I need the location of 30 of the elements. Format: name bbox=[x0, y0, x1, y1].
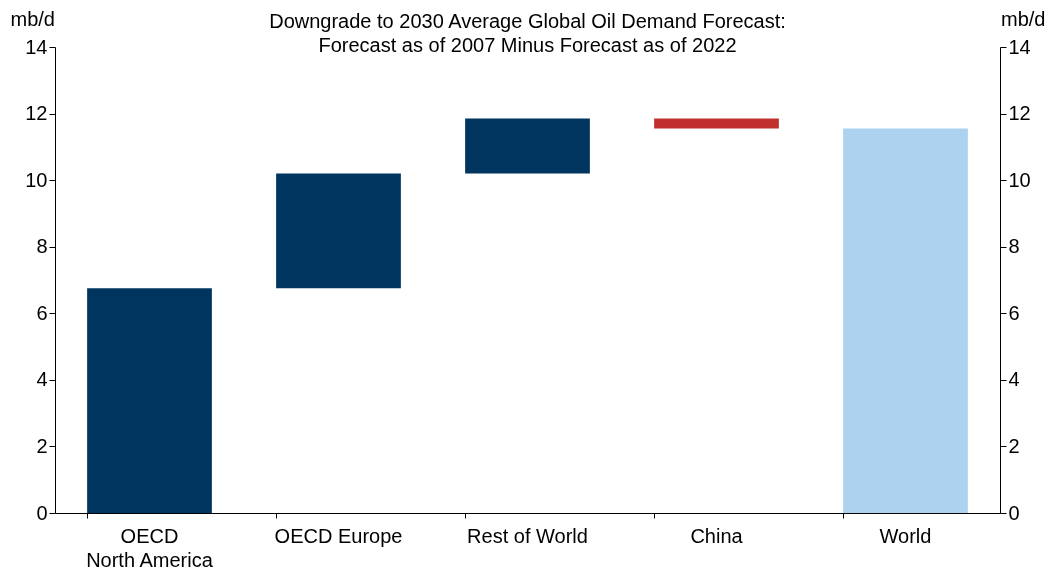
y-tick-label: 6 bbox=[36, 301, 48, 324]
x-tick-label: China bbox=[690, 524, 744, 547]
y2-tick-label: 2 bbox=[1008, 434, 1020, 457]
y-tick-label: 0 bbox=[36, 501, 48, 524]
x-tick-label: World bbox=[879, 524, 932, 547]
y-tick-label: 10 bbox=[25, 168, 48, 191]
bar bbox=[276, 173, 401, 289]
y2-tick-label: 0 bbox=[1008, 501, 1020, 524]
y2-tick-label: 10 bbox=[1008, 168, 1031, 191]
y-tick-label: 14 bbox=[25, 35, 48, 58]
chart-subtitle: Forecast as of 2007 Minus Forecast as of 2022 bbox=[318, 34, 737, 56]
y2-tick-label: 8 bbox=[1008, 235, 1020, 258]
y2-tick-label: 12 bbox=[1008, 102, 1031, 125]
y2-axis-title: mb/d bbox=[1001, 7, 1046, 30]
chart-title: Downgrade to 2030 Average Global Oil Demand Forecast: bbox=[269, 10, 786, 32]
y2-tick-label: 6 bbox=[1008, 301, 1020, 324]
bar bbox=[465, 118, 590, 174]
y2-tick-label: 14 bbox=[1008, 35, 1031, 58]
y-axis-title: mb/d bbox=[10, 7, 55, 30]
y-tick-label: 12 bbox=[25, 102, 48, 125]
y-tick-label: 2 bbox=[36, 434, 48, 457]
y-tick-label: 4 bbox=[36, 368, 48, 391]
x-tick-label: Rest of World bbox=[467, 524, 588, 547]
y2-tick-label: 4 bbox=[1008, 368, 1020, 391]
bar bbox=[843, 128, 968, 513]
bar bbox=[654, 118, 779, 129]
x-tick-label: OECD Europe bbox=[274, 524, 403, 547]
x-tick-label: OECD North America bbox=[86, 524, 214, 571]
bar bbox=[87, 288, 212, 513]
y-tick-label: 8 bbox=[36, 235, 48, 258]
